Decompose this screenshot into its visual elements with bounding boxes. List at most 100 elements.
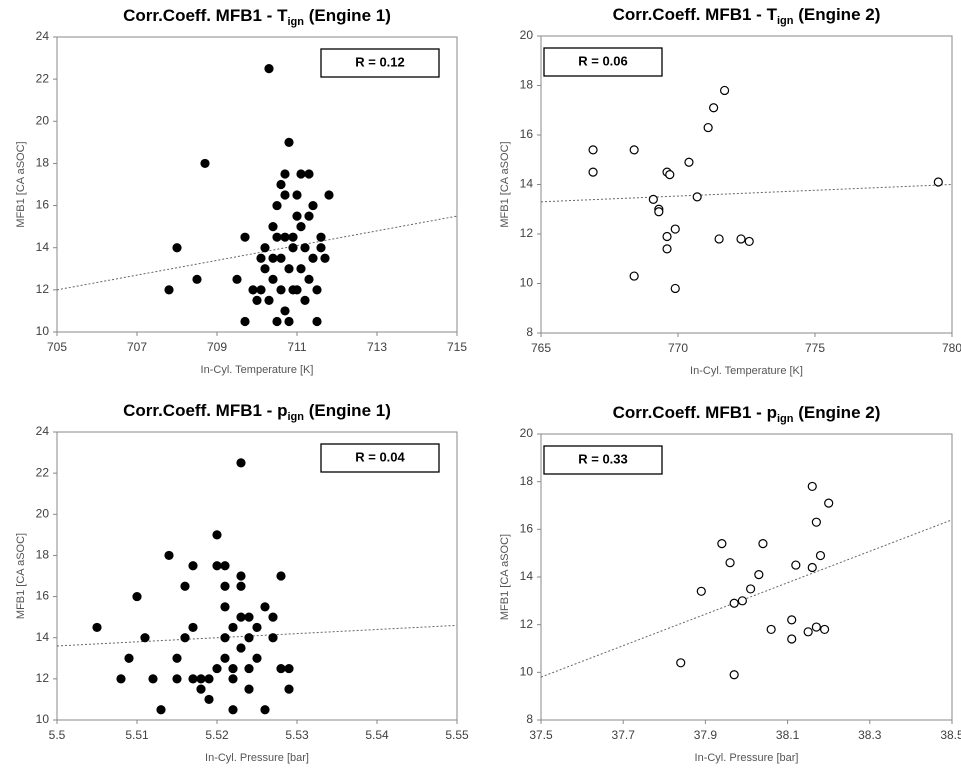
point [280, 190, 290, 200]
point [654, 207, 664, 217]
y-tick-label: 20 [36, 113, 50, 127]
y-tick-label: 16 [520, 522, 534, 536]
x-tick-label: 780 [942, 341, 961, 355]
point [252, 295, 262, 305]
point [264, 295, 274, 305]
y-tick-label: 14 [520, 569, 534, 583]
x-axis-label: In-Cyl. Pressure [bar] [695, 752, 799, 764]
point [236, 581, 246, 591]
point [662, 231, 672, 242]
trendline [540, 519, 953, 678]
point [758, 539, 768, 549]
y-tick-label: 10 [36, 324, 50, 338]
point [670, 224, 680, 234]
title-main: Corr.Coeff. MFB1 - T [123, 6, 288, 25]
point [284, 684, 294, 694]
point [164, 285, 174, 295]
y-tick-label: 18 [520, 78, 534, 92]
point [284, 663, 294, 674]
y-tick-label: 22 [36, 71, 50, 85]
point [228, 622, 238, 633]
point [811, 622, 821, 632]
y-tick-label: 16 [36, 198, 50, 212]
point [296, 222, 306, 232]
point [212, 561, 222, 571]
point [92, 622, 102, 633]
x-tick-label: 775 [805, 341, 825, 355]
point [280, 169, 290, 179]
point [787, 634, 797, 644]
y-tick-label: 16 [520, 127, 534, 141]
point [260, 705, 270, 715]
point [276, 253, 286, 263]
point [220, 602, 230, 612]
point [807, 481, 817, 492]
y-tick-label: 24 [36, 29, 50, 43]
point [320, 253, 330, 263]
annotation: R = 0.33 [578, 451, 628, 466]
x-tick-label: 770 [668, 341, 688, 355]
y-tick-label: 8 [526, 712, 533, 726]
point [268, 633, 278, 643]
point [228, 705, 238, 715]
annotation-box [320, 443, 440, 473]
point [204, 674, 214, 684]
point [264, 64, 274, 74]
y-tick-label: 16 [36, 589, 50, 603]
point [696, 586, 706, 596]
point [292, 190, 302, 200]
point [629, 271, 639, 281]
point [272, 316, 282, 327]
point [260, 602, 270, 612]
point [588, 167, 598, 177]
y-axis-label: MFB1 [CA aSOC] [499, 141, 511, 227]
point [787, 615, 797, 625]
point [815, 550, 826, 561]
y-tick-label: 18 [520, 474, 534, 488]
point [240, 232, 250, 242]
point [803, 627, 813, 637]
point [308, 253, 318, 263]
x-tick-label: 5.5 [49, 728, 66, 742]
plot-frame [56, 36, 458, 333]
point [132, 591, 142, 602]
x-tick-label: 5.55 [445, 728, 469, 742]
x-axis-label: In-Cyl. Temperature [K] [201, 364, 314, 376]
point [744, 236, 754, 247]
x-tick-label: 715 [447, 340, 467, 354]
x-tick-label: 707 [127, 340, 147, 354]
title-suffix: (Engine 2) [793, 403, 880, 422]
point [196, 674, 206, 684]
x-tick-label: 37.5 [529, 728, 553, 742]
point [709, 103, 719, 113]
point [312, 285, 322, 295]
point [714, 234, 724, 244]
point [296, 264, 306, 274]
point [220, 653, 230, 663]
point [276, 285, 286, 295]
point [276, 663, 286, 674]
plot-frame [540, 35, 953, 334]
point [288, 232, 298, 242]
title-suffix: (Engine 2) [793, 5, 880, 24]
point [256, 253, 266, 263]
point [276, 571, 286, 581]
point [172, 674, 182, 684]
x-tick-label: 37.9 [694, 728, 718, 742]
x-tick-label: 5.52 [205, 728, 229, 742]
point [292, 211, 302, 221]
point [196, 684, 206, 694]
y-tick-label: 18 [36, 548, 50, 562]
point [268, 222, 278, 232]
y-tick-label: 18 [36, 156, 50, 170]
point [665, 170, 675, 180]
y-tick-label: 8 [526, 325, 533, 339]
point [316, 243, 326, 253]
point [670, 283, 680, 294]
point [662, 244, 672, 254]
y-tick-label: 22 [36, 465, 50, 479]
annotation-box [320, 48, 440, 78]
point [703, 122, 713, 133]
point [156, 705, 166, 715]
x-tick-label: 38.5 [940, 728, 961, 742]
